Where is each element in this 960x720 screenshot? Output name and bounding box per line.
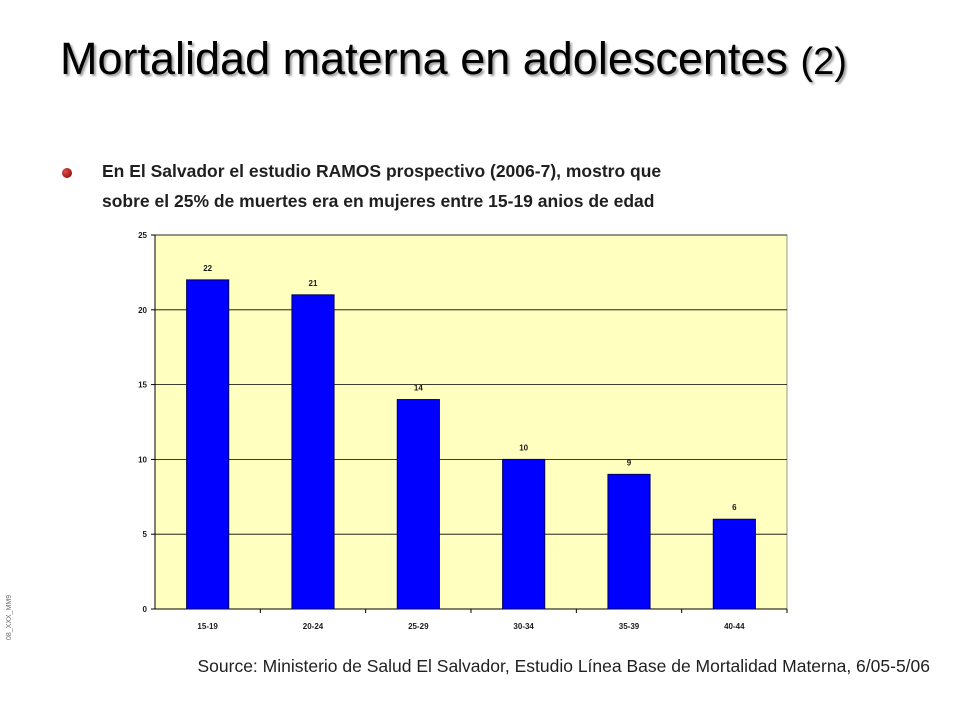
x-tick-label: 20-24 [303, 622, 324, 631]
data-label: 22 [203, 264, 212, 273]
y-tick-label: 25 [138, 231, 147, 240]
bullet-text: En El Salvador el estudio RAMOS prospect… [102, 156, 902, 216]
slide-title: Mortalidad materna en adolescentes (2) [60, 34, 900, 87]
y-tick-label: 15 [138, 381, 147, 390]
data-label: 10 [519, 443, 528, 452]
x-tick-label: 25-29 [408, 622, 429, 631]
bar-20-24 [291, 294, 335, 610]
x-tick-label: 40-44 [724, 622, 745, 631]
bar-30-34 [502, 458, 546, 610]
bar-25-29 [396, 399, 440, 610]
bar-35-39 [607, 473, 651, 610]
bar-15-19 [186, 279, 230, 610]
y-tick-label: 20 [138, 306, 147, 315]
bar-chart: 0 5 10 15 20 25 22 15-19 21 20-24 14 25-29 10 30-34 9 3… [138, 231, 788, 631]
bullet-text-line-1: En El Salvador el estudio RAMOS prospect… [102, 161, 662, 181]
bullet-text-line-2: sobre el 25% de muertes era en mujeres e… [102, 191, 655, 211]
slide-title-suffix: (2) [800, 41, 847, 83]
bullet-dot-icon [62, 168, 72, 178]
slide-title-main: Mortalidad materna en adolescentes [60, 33, 788, 84]
x-tick-label: 30-34 [513, 622, 534, 631]
slide-code: 08_XXX_MM9 [6, 594, 13, 640]
x-tick-label: 15-19 [197, 622, 218, 631]
data-label: 9 [627, 458, 632, 467]
x-tick-label: 35-39 [619, 622, 640, 631]
bar-40-44 [712, 518, 756, 610]
y-tick-label: 10 [138, 455, 147, 464]
data-label: 6 [732, 503, 737, 512]
data-label: 14 [414, 384, 423, 393]
y-tick-label: 5 [143, 530, 148, 539]
data-label: 21 [309, 279, 318, 288]
plot-area [154, 234, 788, 610]
source-citation: Source: Ministerio de Salud El Salvador,… [197, 656, 930, 676]
y-tick-label: 0 [143, 605, 148, 614]
